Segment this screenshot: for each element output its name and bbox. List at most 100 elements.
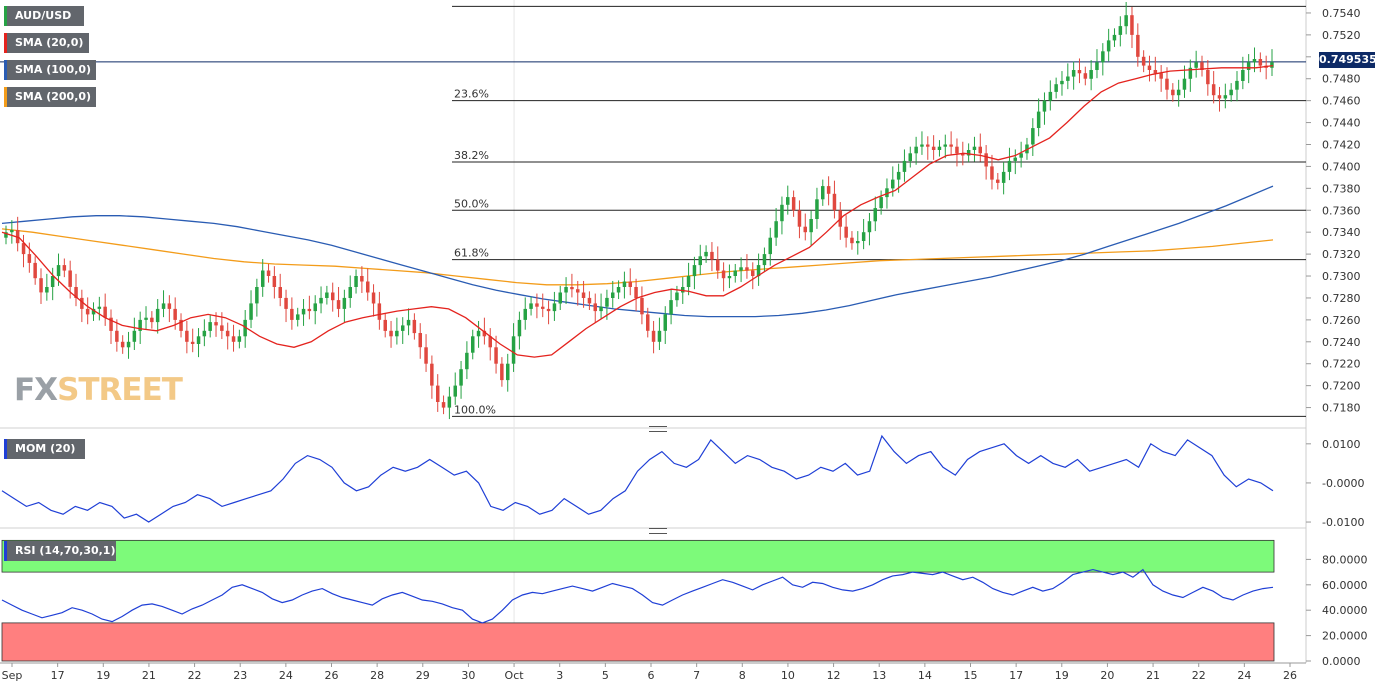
rsi-resize-handle[interactable]: [649, 528, 667, 534]
candle-body: [634, 287, 638, 298]
price-tick-label: 0.7480: [1322, 73, 1361, 86]
candle-body: [4, 232, 8, 238]
watermark-fx: FX: [14, 372, 58, 408]
x-tick-label: Oct: [505, 669, 525, 682]
rsi-tick-label: 40.0000: [1322, 604, 1368, 617]
candle-body: [1252, 59, 1257, 63]
candle-body: [383, 319, 387, 331]
sma100-swatch: [4, 60, 7, 80]
x-tick-label: 17: [51, 669, 65, 682]
candle-body: [1077, 70, 1082, 74]
candle-body: [138, 319, 142, 331]
x-tick-label: 21: [142, 669, 156, 682]
candle-body: [1153, 70, 1158, 74]
candle-body: [1200, 62, 1204, 70]
rsi-label: RSI (14,70,30,1): [15, 544, 116, 557]
sma20-label: SMA (20,0): [15, 36, 84, 49]
candle-body: [45, 287, 49, 293]
fib-level-label: 100.0%: [454, 403, 496, 416]
sma100-label: SMA (100,0): [15, 63, 92, 76]
x-tick-label: 28: [370, 669, 384, 682]
candle-body: [459, 369, 463, 386]
candle-body: [27, 254, 32, 263]
candle-body: [313, 303, 317, 312]
candle-body: [441, 402, 446, 408]
candle-body: [342, 297, 347, 309]
price-tick-label: 0.7320: [1322, 248, 1361, 261]
candle-body: [161, 303, 166, 309]
candle-body: [640, 297, 644, 315]
sma20-tag[interactable]: SMA (20,0): [4, 33, 89, 53]
sma200-tag[interactable]: SMA (200,0): [4, 87, 96, 107]
x-tick-label: 26: [325, 669, 339, 682]
x-tick-label: 14: [918, 669, 932, 682]
candle-body: [336, 300, 341, 309]
symbol-swatch: [4, 6, 7, 26]
candle-body: [482, 330, 487, 337]
candle-body: [1106, 40, 1111, 52]
candle-body: [745, 267, 749, 271]
candle-body: [721, 270, 726, 279]
candle-body: [173, 308, 177, 320]
candle-body: [401, 325, 405, 331]
price-tick-label: 0.7240: [1322, 336, 1361, 349]
candle-body: [546, 308, 551, 312]
candle-body: [208, 322, 212, 331]
candle-body: [225, 330, 230, 337]
candle-body: [552, 303, 557, 312]
candle-body: [576, 289, 580, 293]
candle-body: [739, 267, 743, 271]
price-tick-label: 0.7260: [1322, 314, 1361, 327]
candle-body: [1066, 76, 1070, 81]
candle-body: [774, 221, 778, 238]
symbol-tag[interactable]: AUD/USD: [4, 6, 84, 26]
sma200-label: SMA (200,0): [15, 90, 92, 103]
candle-body: [1007, 160, 1012, 172]
candle-body: [844, 226, 848, 238]
candle-body: [1036, 111, 1041, 128]
price-tick-label: 0.7380: [1322, 182, 1361, 195]
candle-body: [943, 144, 947, 147]
candle-body: [366, 281, 370, 293]
candle-body: [949, 144, 953, 147]
candle-body: [354, 276, 358, 287]
candle-body: [91, 308, 96, 315]
candle-body: [377, 303, 382, 320]
candle-body: [418, 333, 422, 348]
momentum-resize-handle[interactable]: [649, 426, 667, 432]
candle-body: [33, 262, 37, 279]
fib-level-label: 38.2%: [454, 149, 489, 162]
candle-body: [692, 265, 697, 277]
price-tick-label: 0.7180: [1322, 402, 1361, 415]
momentum-tag[interactable]: MOM (20): [4, 439, 85, 459]
candle-body: [348, 287, 352, 298]
candle-body: [266, 270, 271, 276]
x-tick-label: 20: [1100, 669, 1114, 682]
candle-body: [290, 308, 294, 320]
rsi-tick-label: 80.0000: [1322, 553, 1368, 566]
candle-body: [1031, 128, 1035, 145]
rsi-overbought-zone: [1, 539, 1275, 573]
sma100-tag[interactable]: SMA (100,0): [4, 60, 96, 80]
candle-body: [1241, 70, 1245, 81]
candle-body: [62, 265, 67, 271]
candle-body: [68, 270, 72, 287]
candle-body: [453, 385, 457, 397]
candle-body: [1112, 34, 1117, 41]
candle-body: [751, 270, 755, 276]
candle-body: [1270, 62, 1274, 68]
candle-body: [622, 281, 627, 287]
candle-body: [651, 330, 656, 342]
x-tick-label: 24: [1237, 669, 1251, 682]
sma200-swatch: [4, 87, 7, 107]
rsi-oversold-zone: [1, 622, 1275, 662]
candle-body: [1083, 73, 1088, 79]
candle-body: [815, 199, 819, 219]
x-tick-label: 19: [96, 669, 110, 682]
candle-body: [1071, 70, 1076, 77]
price-tick-label: 0.7440: [1322, 117, 1361, 130]
rsi-tag[interactable]: RSI (14,70,30,1): [4, 541, 116, 561]
candle-body: [786, 197, 790, 205]
